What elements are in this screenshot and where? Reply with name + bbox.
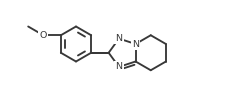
- Text: N: N: [115, 34, 123, 43]
- Text: N: N: [132, 40, 139, 48]
- Text: O: O: [40, 31, 47, 40]
- Text: N: N: [115, 62, 123, 71]
